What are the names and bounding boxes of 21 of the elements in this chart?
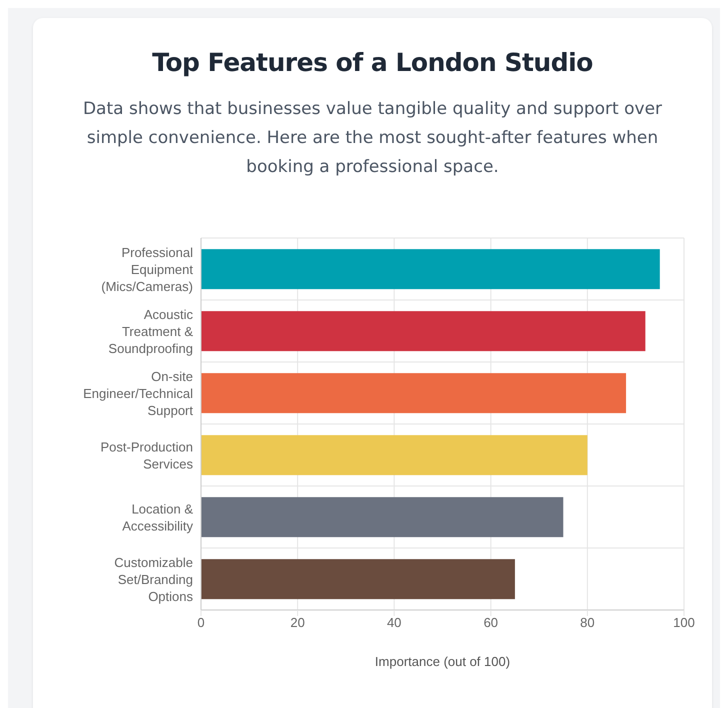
x-tick-label: 20 (290, 615, 305, 630)
bar (201, 497, 564, 538)
x-tick-label: 60 (484, 615, 498, 630)
bar (201, 311, 646, 352)
chart-title: Top Features of a London Studio (151, 48, 594, 77)
y-tick-label: Location & Accessibility (122, 501, 194, 533)
chart-subtitle: Data shows that businesses value tangible quality and support over simple convenience. Here are the most sought-after features when booking a professional space. (82, 98, 664, 179)
bar (201, 559, 515, 600)
x-tick-label: 100 (673, 615, 695, 630)
y-tick-label: On-site Engineer/Technical Support (83, 368, 194, 418)
x-tick-label: 80 (580, 615, 595, 630)
y-tick-label: Post-Production Services (100, 439, 194, 471)
bar (201, 249, 660, 290)
x-tick-label: 40 (386, 615, 402, 630)
x-axis-title: Importance (out of 100) (374, 654, 510, 670)
y-tick-label: Customizable Set/Branding Options (114, 554, 194, 604)
y-tick-label: Acoustic Treatment & Soundproofing (108, 306, 194, 356)
x-tick-label: 0 (197, 615, 205, 630)
bar (201, 435, 588, 476)
bar (201, 373, 626, 414)
y-tick-label: Professional Equipment (Mics/Cameras) (101, 244, 194, 294)
